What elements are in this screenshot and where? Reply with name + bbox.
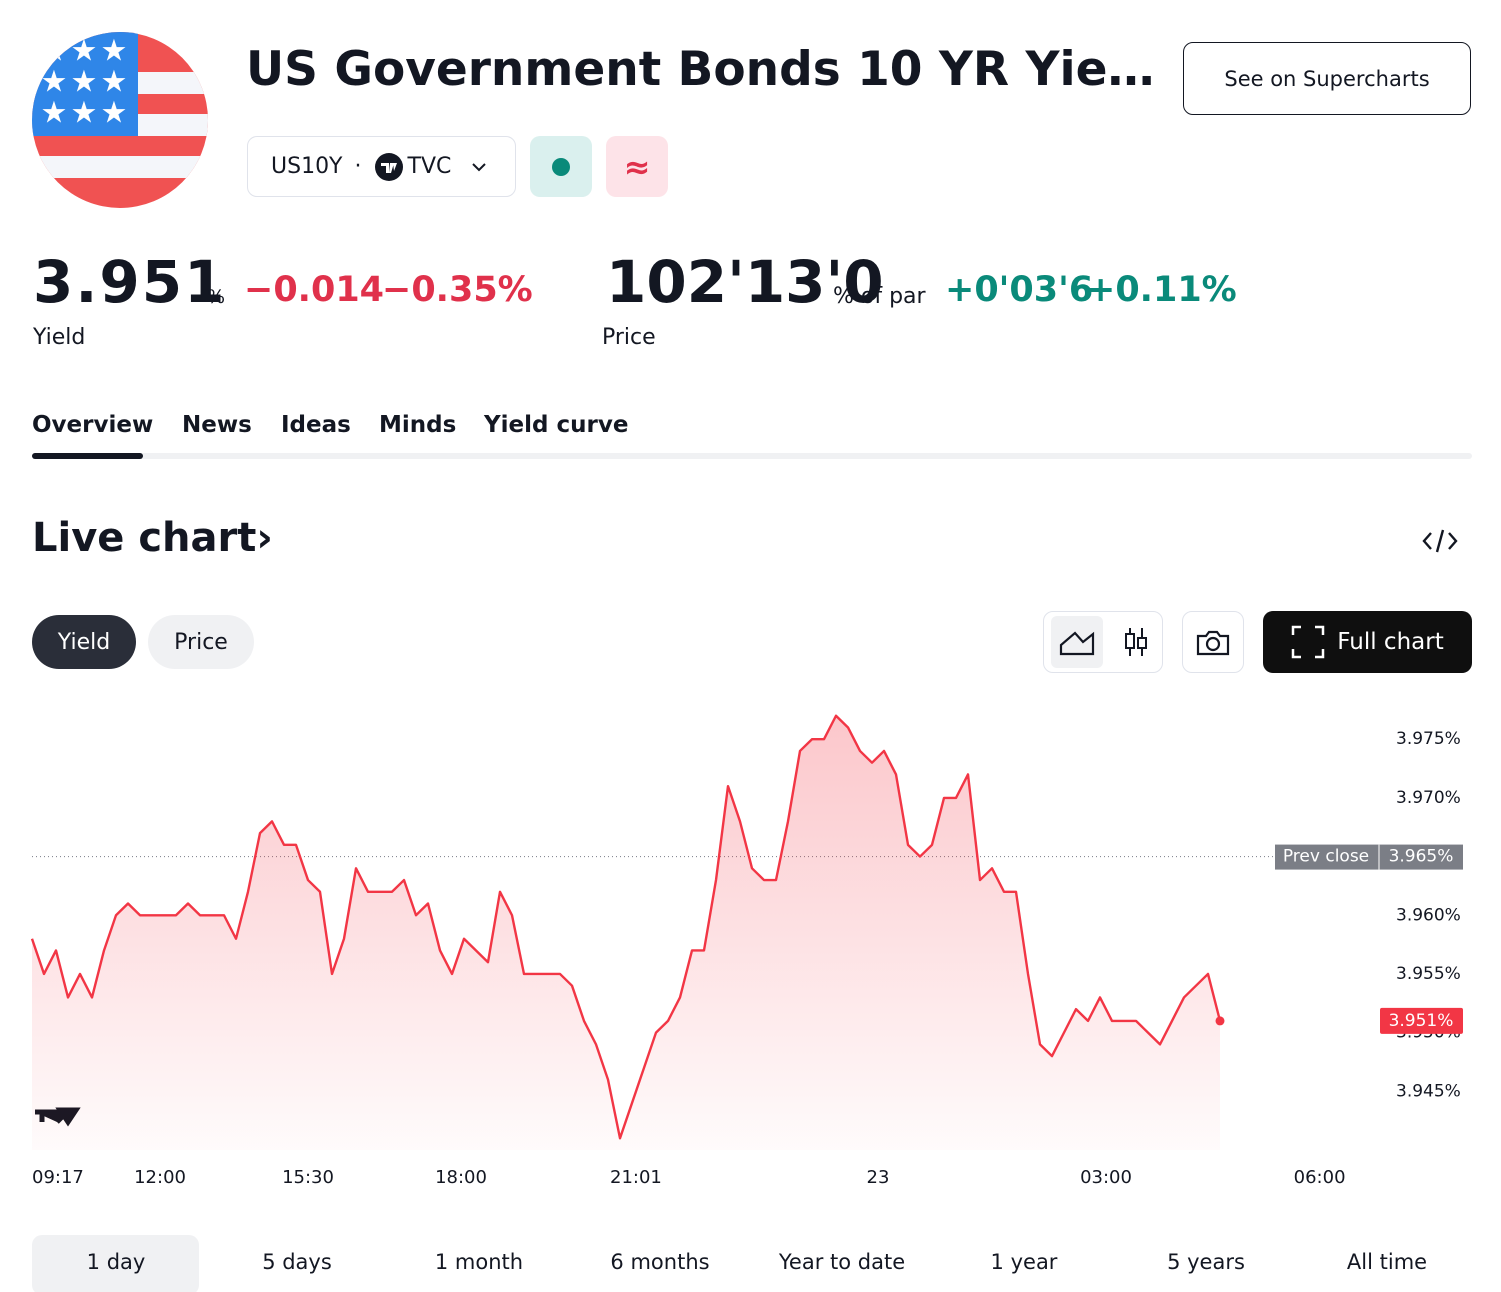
range-button[interactable]: All time	[1346, 1250, 1428, 1274]
prev-close-value: 3.965%	[1389, 847, 1454, 867]
tab[interactable]: Yield curve	[484, 412, 629, 438]
yield-label: Yield	[33, 325, 86, 350]
x-tick-label: 12:00	[134, 1167, 186, 1188]
full-chart-button[interactable]: Full chart	[1263, 611, 1472, 673]
price-change-percent: +0.11%	[1086, 270, 1237, 310]
full-chart-label: Full chart	[1337, 629, 1444, 655]
y-tick-label: 3.975%	[1396, 729, 1461, 749]
exchange-logo	[374, 152, 403, 181]
range-button[interactable]: 1 day	[86, 1250, 146, 1274]
svg-text:★: ★	[71, 34, 98, 69]
svg-text:★: ★	[41, 34, 68, 69]
svg-text:★: ★	[41, 96, 68, 131]
toggle[interactable]: Price	[148, 615, 254, 669]
last-value-label: 3.951%	[1389, 1011, 1454, 1031]
separator: ·	[354, 154, 362, 179]
price-change: +0'03'6	[945, 270, 1094, 310]
x-tick-label: 09:17	[32, 1167, 84, 1188]
x-tick-label: 06:00	[1294, 1167, 1346, 1188]
range-button[interactable]: Year to date	[778, 1250, 906, 1274]
tab-track	[32, 453, 1472, 459]
exchange: TVC	[407, 154, 452, 179]
chart: 3.945%3.950%3.955%3.960%3.965%3.970%3.97…	[30, 714, 1463, 1188]
delay-status[interactable]: ≈	[606, 136, 668, 197]
range-button[interactable]: 1 year	[990, 1250, 1058, 1274]
range-button[interactable]: 5 years	[1167, 1250, 1245, 1274]
embed-icon[interactable]	[1422, 526, 1458, 556]
svg-text:★: ★	[71, 65, 98, 100]
yield-change: −0.014	[244, 270, 385, 310]
page-title: US Government Bonds 10 YR Yie…	[246, 42, 1155, 97]
area-style-button[interactable]	[1050, 616, 1103, 668]
svg-text:★: ★	[101, 65, 128, 100]
yield-change-percent: −0.35%	[382, 270, 533, 310]
line	[30, 714, 1222, 1140]
flag-icon: ★ ★ ★ ★ ★ ★ ★ ★ ★	[32, 32, 208, 208]
y-tick-label: 3.970%	[1396, 788, 1461, 808]
x-tick-label: 18:00	[435, 1167, 487, 1188]
candle-style-button[interactable]	[1116, 616, 1156, 668]
y-tick-label: 3.960%	[1396, 905, 1461, 925]
section-title[interactable]: Live chart›	[32, 515, 273, 561]
yield-unit: %	[207, 286, 226, 308]
svg-text:★: ★	[41, 65, 68, 100]
range-button[interactable]: 1 month	[434, 1250, 524, 1274]
range-button[interactable]: 5 days	[262, 1250, 332, 1274]
symbol-selector[interactable]: US10Y · TVC	[247, 136, 516, 197]
status-dot	[552, 157, 570, 176]
price-label: Price	[602, 325, 656, 350]
x-tick-label: 15:30	[282, 1167, 334, 1188]
tab[interactable]: News	[182, 412, 252, 438]
tab[interactable]: Ideas	[281, 412, 351, 438]
x-tick-label: 21:01	[610, 1167, 662, 1188]
chart-style-group	[1043, 611, 1163, 673]
price-value: 102'13'0	[606, 248, 884, 316]
yield-value: 3.951	[33, 248, 227, 316]
y-tick-label: 3.945%	[1396, 1081, 1461, 1101]
tab[interactable]: Overview	[32, 412, 154, 438]
tab-indicator	[32, 453, 143, 459]
prev-close-label: Prev close	[1283, 847, 1369, 867]
symbol: US10Y	[271, 154, 343, 179]
price-unit: % of par	[833, 284, 926, 309]
last-value-badge	[1380, 1007, 1463, 1034]
svg-text:★: ★	[71, 96, 98, 131]
snapshot-button[interactable]	[1182, 611, 1244, 673]
x-tick-label: 23	[867, 1167, 890, 1188]
last-point	[1215, 1016, 1225, 1026]
svg-text:★: ★	[101, 96, 128, 131]
camera-icon	[1196, 630, 1230, 656]
fullscreen-icon	[1292, 625, 1325, 659]
prev-close-badge	[1275, 844, 1463, 870]
range-button[interactable]: 6 months	[610, 1250, 710, 1274]
range-selected-bg	[32, 1235, 199, 1292]
y-tick-label: 3.955%	[1396, 964, 1461, 984]
chevron-icon	[472, 162, 487, 171]
toggle-selected[interactable]: Yield	[32, 615, 136, 669]
supercharts-button[interactable]: See on Supercharts	[1183, 42, 1471, 115]
area-fill	[32, 715, 1220, 1150]
tab[interactable]: Minds	[379, 412, 457, 438]
x-tick-label: 03:00	[1080, 1167, 1132, 1188]
svg-text:★: ★	[101, 34, 128, 69]
market-status[interactable]	[530, 136, 592, 197]
